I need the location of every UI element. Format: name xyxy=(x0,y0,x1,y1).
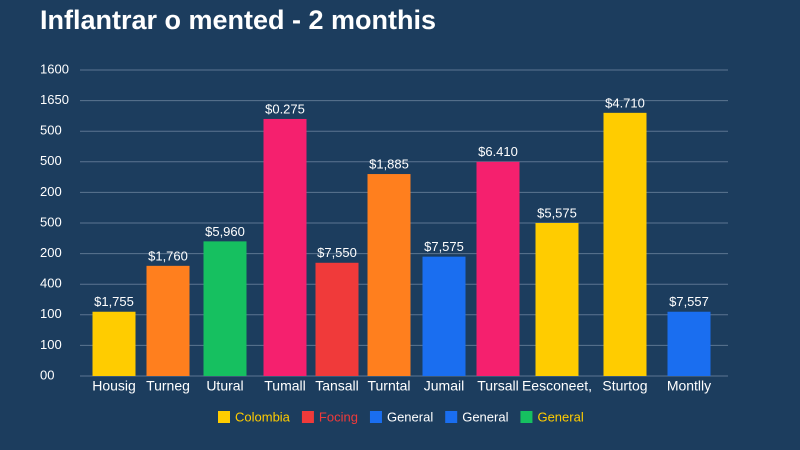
bar-label: $6.410 xyxy=(478,144,518,159)
x-tick-label: Turneg xyxy=(146,378,190,394)
y-tick-label: 00 xyxy=(40,367,54,382)
y-tick-label: 500 xyxy=(40,214,62,229)
legend-label: General xyxy=(387,409,433,424)
bar-label: $1,755 xyxy=(94,294,134,309)
x-tick-label: Turntal xyxy=(367,378,410,394)
legend-swatch xyxy=(218,411,230,423)
legend-label: General xyxy=(537,409,583,424)
legend-swatch xyxy=(520,411,533,423)
y-tick-label: 500 xyxy=(40,123,62,138)
bar-label: $0.275 xyxy=(265,101,305,116)
bar xyxy=(535,223,579,376)
x-tick-label: Eesconeet, xyxy=(522,378,592,394)
bar xyxy=(367,174,411,376)
bar xyxy=(315,262,359,376)
bar xyxy=(203,241,247,376)
y-tick-label: 1650 xyxy=(40,92,69,107)
y-tick-label: 500 xyxy=(40,153,62,168)
legend-label: General xyxy=(462,409,508,424)
chart-title: Inflantrar o mented - 2 monthis xyxy=(40,5,436,35)
y-tick-label: 100 xyxy=(40,306,62,321)
bar xyxy=(263,118,307,377)
y-tick-label: 100 xyxy=(40,337,62,352)
bar-label: $7,575 xyxy=(424,239,464,254)
bar xyxy=(92,311,136,376)
legend-label: Colombia xyxy=(235,409,291,424)
x-tick-label: Sturtog xyxy=(602,378,647,394)
y-tick-label: 400 xyxy=(40,276,62,291)
bar xyxy=(146,265,190,376)
legend-swatch xyxy=(369,411,382,423)
bar-label: $1,760 xyxy=(148,248,188,263)
x-tick-label: Housig xyxy=(92,378,136,394)
y-tick-label: 200 xyxy=(40,245,62,260)
x-tick-label: Montlly xyxy=(667,378,711,394)
bar xyxy=(476,161,520,376)
legend-label: Focing xyxy=(319,409,358,424)
legend-swatch xyxy=(445,411,458,423)
bar-label: $1,885 xyxy=(369,156,409,171)
bar-label: $5,960 xyxy=(205,224,245,239)
bar-label: $5,575 xyxy=(537,205,577,220)
y-tick-label: 200 xyxy=(40,184,62,199)
legend-swatch xyxy=(301,411,314,423)
y-tick-label: 1600 xyxy=(40,61,69,76)
x-tick-label: Jumail xyxy=(424,378,464,394)
x-tick-label: Utural xyxy=(206,378,243,394)
bar-label: $7,550 xyxy=(317,245,357,260)
bar xyxy=(667,311,711,376)
bar-label: $4.710 xyxy=(605,95,645,110)
x-tick-label: Tursall xyxy=(477,378,519,394)
bar xyxy=(422,256,466,376)
bar xyxy=(603,112,647,376)
x-tick-label: Tumall xyxy=(264,378,306,394)
bar-label: $7,557 xyxy=(669,294,709,309)
x-tick-label: Tansall xyxy=(315,378,359,394)
